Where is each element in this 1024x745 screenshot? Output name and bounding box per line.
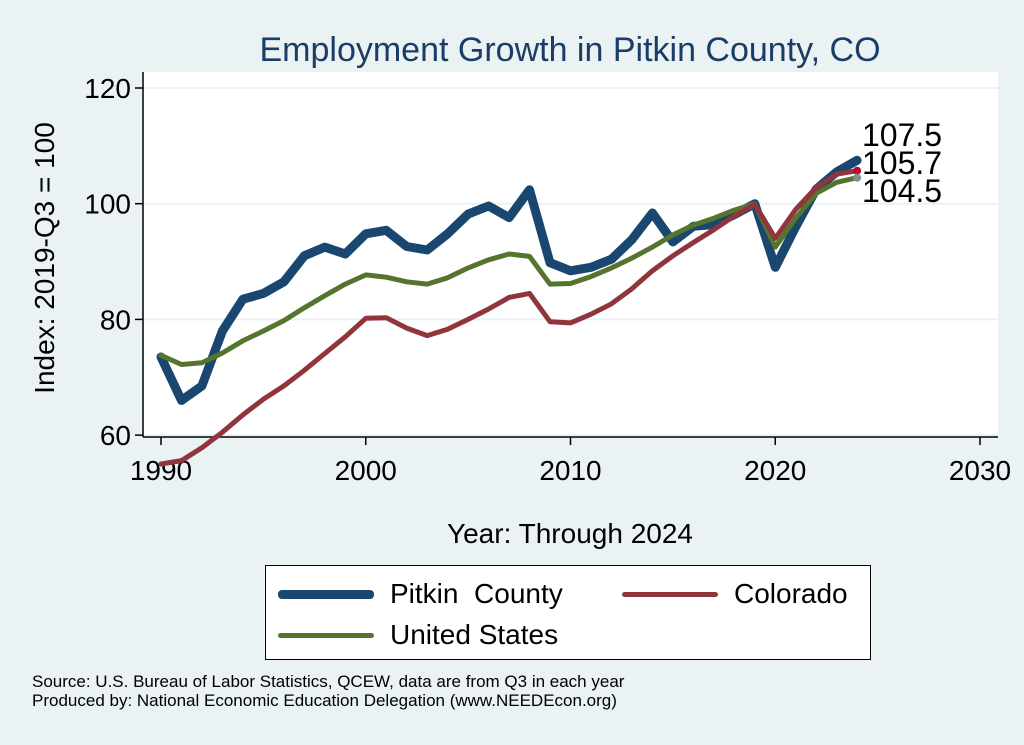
x-tick-label: 2020 <box>744 455 806 486</box>
end-value-label: 105.7 <box>862 145 942 181</box>
end-point-1 <box>853 166 862 175</box>
legend-swatch-us <box>278 632 374 638</box>
series-line-1 <box>158 168 860 467</box>
y-axis-label: Index: 2019-Q3 = 100 <box>29 122 60 394</box>
legend-label-pitkin: Pitkin County <box>390 578 563 609</box>
series-line-2 <box>158 175 860 367</box>
legend-item-us: United States <box>278 619 558 651</box>
line-chart: Employment Growth in Pitkin County, CO 6… <box>29 31 1011 549</box>
source-note: Source: U.S. Bureau of Labor Statistics,… <box>32 672 624 710</box>
y-tick-label: 60 <box>100 420 131 451</box>
end-point-0 <box>853 156 862 165</box>
legend-item-colorado: Colorado <box>622 578 848 610</box>
x-tick-label: 2010 <box>539 455 601 486</box>
plot-area <box>143 72 998 437</box>
legend-label-us: United States <box>390 619 559 650</box>
x-tick-label: 2000 <box>335 455 397 486</box>
y-tick-label: 100 <box>84 189 131 220</box>
legend-item-pitkin: Pitkin County <box>278 578 563 610</box>
legend-swatch-colorado <box>622 591 718 597</box>
y-tick-label: 120 <box>84 73 131 104</box>
legend-swatch-pitkin <box>278 589 374 599</box>
x-axis-label: Year: Through 2024 <box>447 518 693 549</box>
end-value-label: 107.5 <box>862 117 942 153</box>
produced-by-line: Produced by: National Economic Education… <box>32 691 617 710</box>
x-tick-label: 2030 <box>949 455 1011 486</box>
series-lines <box>156 155 862 467</box>
legend: Pitkin County Colorado United States <box>265 565 871 660</box>
source-line: Source: U.S. Bureau of Labor Statistics,… <box>32 672 625 691</box>
end-point-2 <box>853 173 862 182</box>
chart-title: Employment Growth in Pitkin County, CO <box>259 31 880 69</box>
y-tick-label: 80 <box>100 304 131 335</box>
legend-label-colorado: Colorado <box>734 578 848 609</box>
end-value-label: 104.5 <box>862 173 942 209</box>
